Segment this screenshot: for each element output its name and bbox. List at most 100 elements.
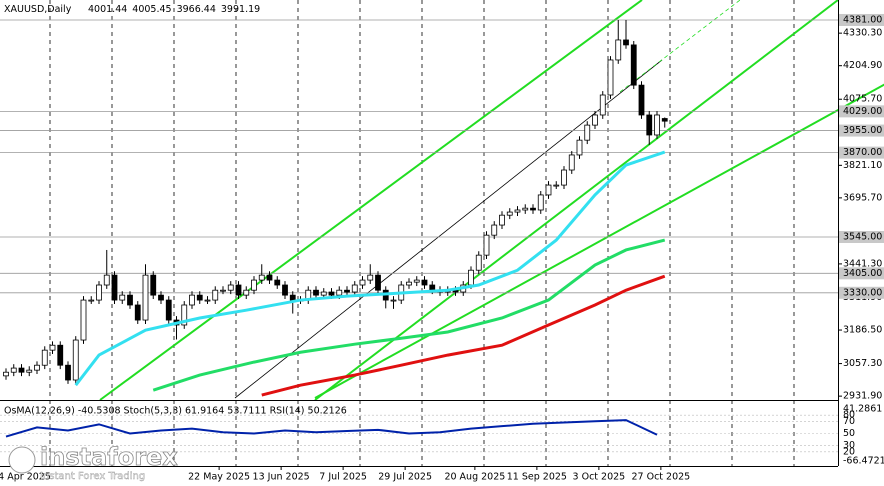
candle-body bbox=[80, 299, 87, 341]
logo: instaforex Instant Forex Trading bbox=[8, 443, 179, 482]
candle-body bbox=[344, 289, 350, 293]
candle-body bbox=[568, 154, 575, 171]
candle-body bbox=[623, 39, 629, 46]
candle-body bbox=[646, 114, 653, 136]
indicator-tick-label: 80 bbox=[843, 410, 855, 421]
candle-body bbox=[615, 39, 622, 61]
candle-body bbox=[34, 364, 40, 371]
level-label-box bbox=[839, 105, 884, 118]
candle-body bbox=[18, 367, 25, 373]
candle-body bbox=[367, 274, 374, 281]
candle-body bbox=[49, 344, 56, 351]
channel-line bbox=[314, 83, 884, 399]
candle-body bbox=[592, 114, 598, 126]
candle-body bbox=[359, 279, 366, 286]
candle-body bbox=[514, 209, 521, 213]
grid bbox=[49, 0, 795, 466]
candle-body bbox=[189, 294, 195, 306]
y-tick-label: 3057.30 bbox=[843, 358, 882, 369]
candle-body bbox=[282, 284, 288, 296]
moving-average bbox=[74, 150, 666, 387]
candle-body bbox=[491, 224, 498, 236]
y-tick-label: 2931.90 bbox=[843, 391, 882, 402]
x-tick-label: 11 Sep 2025 bbox=[507, 472, 567, 483]
candle-body bbox=[57, 344, 64, 366]
ohlc-header: 4001.44 4005.45 3966.44 3991.19 bbox=[88, 4, 260, 15]
level-label-box bbox=[839, 13, 884, 26]
candle-body bbox=[421, 279, 428, 286]
y-tick-label: 4204.90 bbox=[843, 60, 882, 71]
symbol: XAUUSD,Daily bbox=[4, 4, 72, 15]
candle-body bbox=[630, 44, 637, 86]
candle-body bbox=[351, 284, 358, 293]
rsi-line bbox=[5, 419, 658, 438]
osma-max-label: 41.2861 bbox=[843, 404, 882, 415]
candle-body bbox=[103, 274, 110, 286]
candle-body bbox=[390, 299, 397, 302]
candle-body bbox=[72, 339, 79, 381]
candle-body bbox=[468, 269, 474, 286]
level-label: 3405.00 bbox=[843, 268, 882, 279]
candle-body bbox=[26, 369, 33, 373]
ohlc-open: 4001.44 bbox=[88, 4, 127, 15]
x-tick-label: 20 Aug 2025 bbox=[444, 472, 505, 483]
candle-body bbox=[313, 289, 319, 296]
y-tick-label: 3441.30 bbox=[843, 258, 882, 269]
osma-min-label: -66.4721 bbox=[843, 456, 884, 467]
level-label-box bbox=[839, 124, 884, 137]
candle-body bbox=[599, 94, 606, 116]
x-tick-label: 14 Apr 2025 bbox=[0, 472, 51, 483]
level-label-box bbox=[839, 146, 884, 159]
level-label-box bbox=[839, 267, 884, 280]
level-label: 3955.00 bbox=[843, 125, 882, 136]
candle-body bbox=[165, 299, 172, 321]
y-tick-label: 4330.30 bbox=[843, 28, 882, 39]
candle-body bbox=[654, 114, 660, 136]
x-tick-label: 22 May 2025 bbox=[188, 472, 250, 483]
candle-body bbox=[181, 304, 188, 326]
x-tick-label: 7 Jul 2025 bbox=[319, 472, 367, 483]
candle-body bbox=[96, 284, 102, 301]
candle-body bbox=[576, 139, 583, 156]
trend-line bbox=[234, 59, 663, 399]
indicator-tick-label: 20 bbox=[843, 446, 855, 457]
candle-body bbox=[88, 299, 95, 302]
candle-body bbox=[158, 294, 164, 301]
candle-body bbox=[530, 207, 536, 211]
candle-body bbox=[661, 118, 668, 122]
candle-body bbox=[196, 294, 203, 301]
candle-body bbox=[413, 279, 420, 283]
candle-body bbox=[266, 274, 273, 281]
brand-name: instaforex bbox=[40, 443, 178, 471]
candle-body bbox=[406, 281, 412, 286]
channel-line bbox=[99, 0, 643, 401]
candle-body bbox=[429, 284, 436, 291]
symbol-name: XAUUSD,Daily bbox=[4, 4, 72, 15]
candle-body bbox=[561, 169, 567, 186]
candle-body bbox=[243, 289, 250, 296]
candle-body bbox=[111, 274, 118, 301]
candle-body bbox=[475, 254, 482, 271]
candle-body bbox=[3, 371, 9, 377]
brand-tagline: Instant Forex Trading bbox=[40, 471, 145, 482]
candle-body bbox=[553, 184, 560, 187]
candle-body bbox=[235, 284, 242, 296]
moving-average bbox=[261, 274, 666, 397]
level-label: 4381.00 bbox=[843, 14, 882, 25]
candle-body bbox=[258, 274, 265, 281]
candle-body bbox=[320, 291, 327, 296]
candle-body bbox=[328, 291, 335, 296]
indicator-tick-label: 70 bbox=[843, 416, 855, 427]
candle-body bbox=[336, 289, 343, 296]
level-label-box bbox=[839, 286, 884, 299]
x-tick-label: 13 Jun 2025 bbox=[253, 472, 310, 483]
candle-body bbox=[119, 294, 126, 301]
y-tick-label: 3695.70 bbox=[843, 192, 882, 203]
candle-body bbox=[483, 234, 490, 256]
candle-body bbox=[638, 84, 645, 116]
trend-line bbox=[619, 0, 741, 93]
indicator-legend: OsMA(12,26,9) -40.5308 Stoch(5,3,3) 61.9… bbox=[4, 406, 347, 417]
channel-line bbox=[314, 0, 839, 401]
candle-body bbox=[41, 349, 48, 366]
level-label-box bbox=[839, 230, 884, 243]
